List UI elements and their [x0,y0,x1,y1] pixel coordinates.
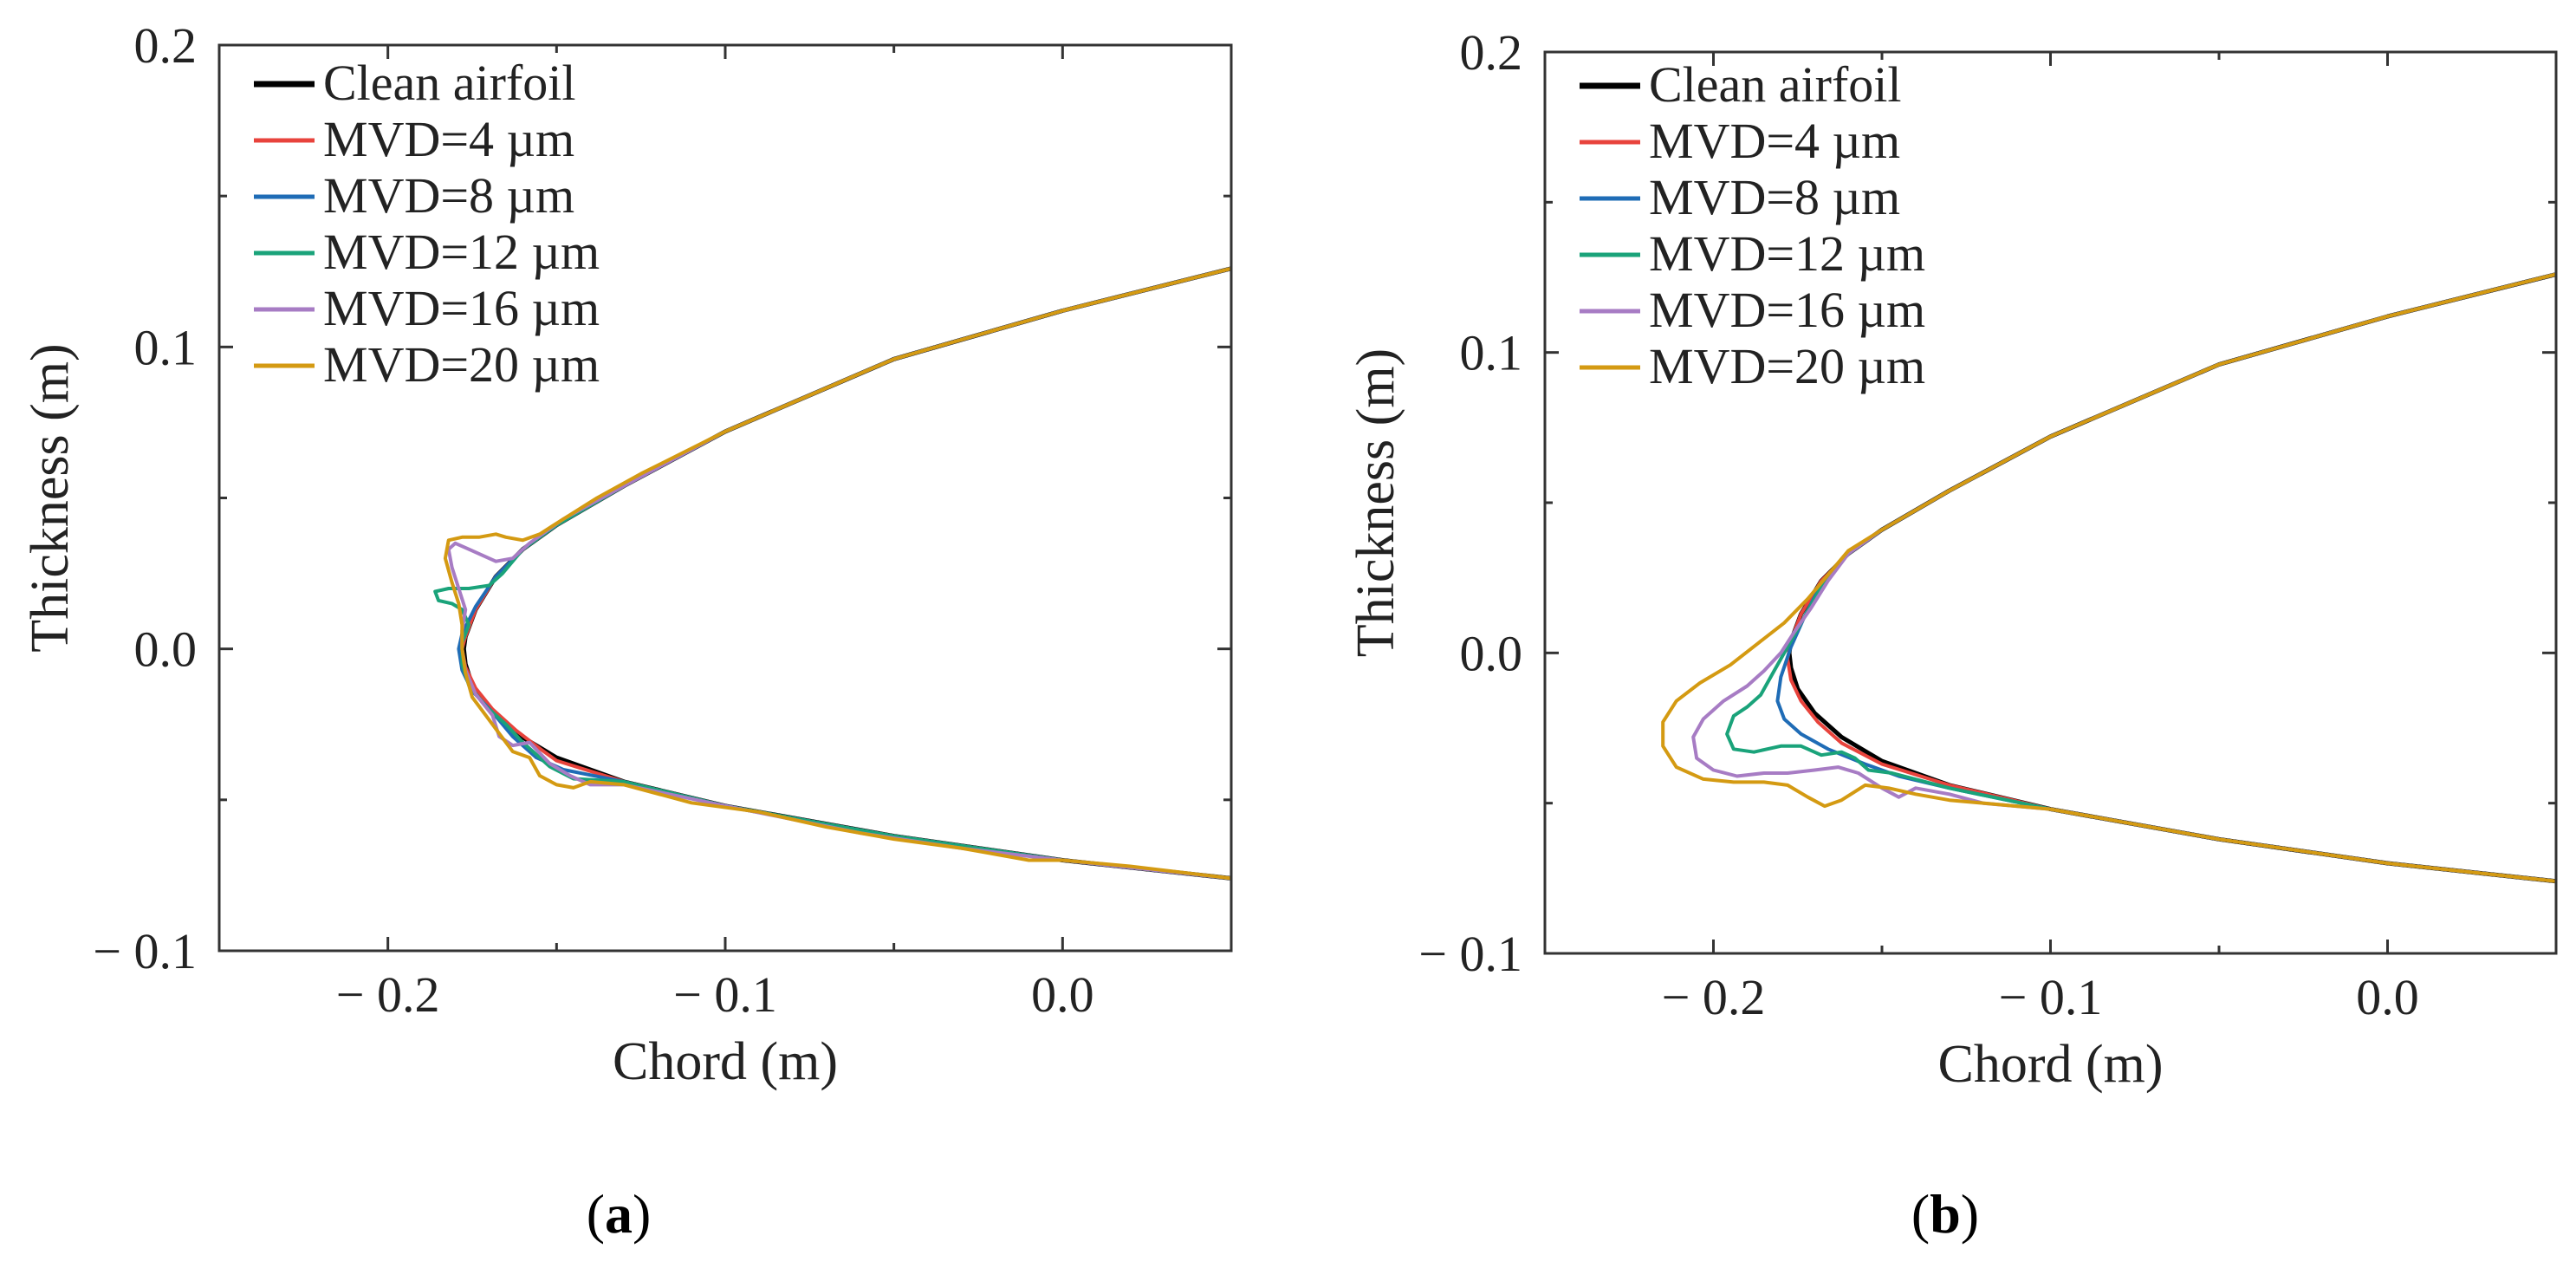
p2-y-tick-label: 0.1 [1460,325,1523,381]
panel-label-a: (a) [587,1183,652,1245]
p1-legend-entry-0: Clean airfoil [323,55,576,111]
p1-series-group [433,266,1231,881]
p2-y-tick-label: 0.0 [1460,625,1523,681]
p2-legend-entry-3: MVD=12 µm [1649,225,1925,282]
p2-series-line-5 [1661,272,2556,883]
p1-x-tick-label: − 0.2 [336,966,440,1023]
p1-series-line-5 [443,266,1231,881]
p1-legend-entry-2: MVD=8 µm [323,167,574,224]
p1-y-axis-label: Thickness (m) [21,343,80,652]
p2-legend-entry-4: MVD=16 µm [1649,282,1925,338]
p1-legend-entry-4: MVD=16 µm [323,280,600,336]
p2-y-axis-label: Thickness (m) [1346,348,1405,657]
p2-x-tick-label: − 0.1 [1999,969,2103,1025]
panel-a: − 0.2 − 0.1 0.0 − 0.1 0.0 0.1 0.2 Chord (m) Thic… [21,17,1233,1091]
p2-legend-entry-2: MVD=8 µm [1649,169,1900,225]
p1-y-tick-label: 0.1 [134,319,198,375]
p1-x-tick-label: 0.0 [1031,966,1094,1023]
p2-legend-entry-1: MVD=4 µm [1649,113,1900,169]
p1-y-tick-label: 0.0 [134,621,198,678]
p1-y-tick-label: − 0.1 [93,923,197,979]
p1-x-tick-label: − 0.1 [673,966,777,1023]
p1-legend-entry-1: MVD=4 µm [323,111,574,167]
panel-label-b: (b) [1911,1183,1979,1245]
p1-legend-entry-3: MVD=12 µm [323,224,600,280]
p2-x-axis-label: Chord (m) [1937,1035,2163,1094]
p2-legend-entry-0: Clean airfoil [1649,56,1902,113]
p2-x-tick-label: − 0.2 [1662,969,1766,1025]
p1-legend-entry-5: MVD=20 µm [323,336,600,393]
p2-y-tick-label: 0.2 [1460,24,1523,81]
panel-b: − 0.2 − 0.1 0.0 − 0.1 0.0 0.1 0.2 Chord (m) Thic… [1346,24,2558,1094]
p1-y-tick-label: 0.2 [134,17,198,74]
p2-legend-entry-5: MVD=20 µm [1649,338,1925,394]
p1-x-axis-label: Chord (m) [613,1032,838,1091]
p2-y-tick-label: − 0.1 [1418,926,1522,982]
p2-series-group [1661,272,2556,884]
p2-x-tick-label: 0.0 [2356,969,2419,1025]
